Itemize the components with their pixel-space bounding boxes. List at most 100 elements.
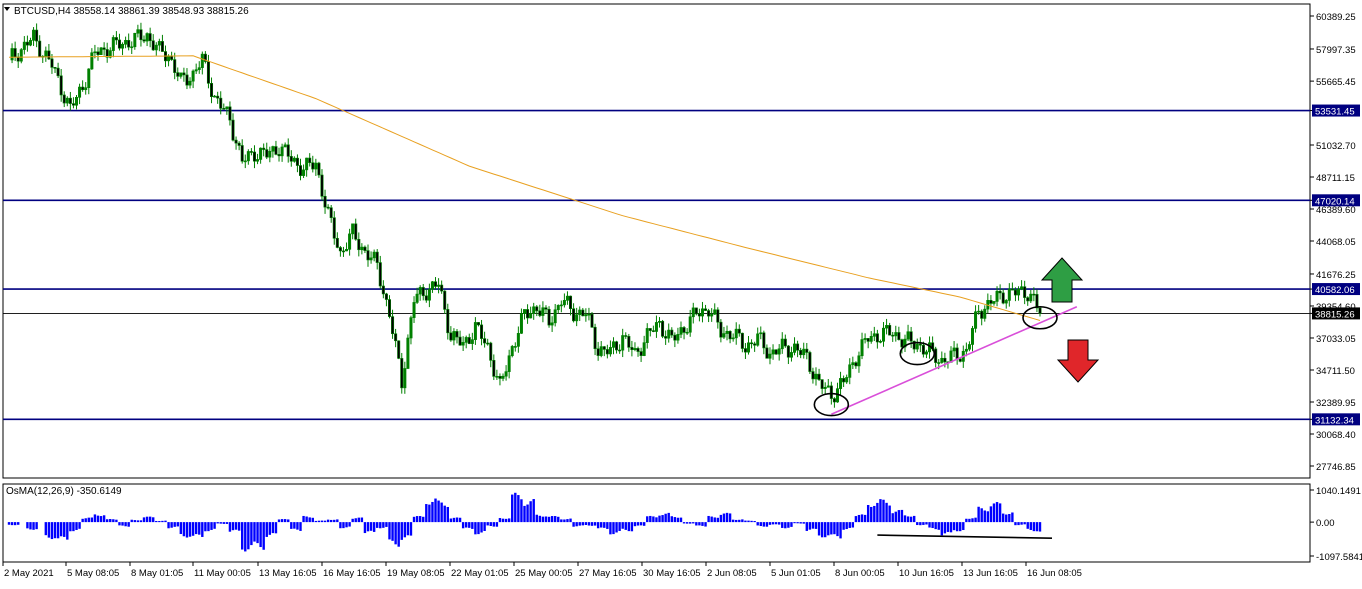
candle-body xyxy=(532,306,536,314)
osma-bar xyxy=(320,520,324,523)
candle-body xyxy=(716,309,720,323)
osma-bar xyxy=(299,522,302,531)
candle-body xyxy=(259,147,263,160)
candle-body xyxy=(811,371,815,380)
osma-bar xyxy=(372,522,376,532)
current-price-badge xyxy=(1312,307,1360,320)
osma-bar xyxy=(415,516,419,523)
divergence-line[interactable] xyxy=(877,534,1053,539)
candle-body xyxy=(777,348,781,355)
candle-body xyxy=(746,342,750,353)
candle-body xyxy=(915,343,919,350)
osma-bar xyxy=(498,518,502,523)
osma-bar xyxy=(716,517,720,523)
osma-bar xyxy=(109,519,112,523)
osma-bar xyxy=(940,522,944,536)
osma-bar xyxy=(464,522,468,528)
candle-body xyxy=(977,310,981,313)
osma-panel-border xyxy=(2,483,1311,563)
candle-body xyxy=(148,33,152,42)
candle-body xyxy=(869,336,873,342)
candle-body xyxy=(495,376,499,378)
candle-body xyxy=(648,328,652,331)
candle-body xyxy=(102,47,106,50)
support-trendline[interactable] xyxy=(831,305,1078,415)
candle-body xyxy=(424,295,428,301)
osma-bar xyxy=(642,522,646,526)
osma-bar xyxy=(523,505,526,523)
highlight-ellipse[interactable] xyxy=(1022,305,1058,330)
osma-bar xyxy=(409,522,413,536)
green-up-arrow-icon[interactable] xyxy=(1040,257,1084,303)
candle-body xyxy=(888,325,892,336)
osma-bar xyxy=(937,522,940,530)
highlight-ellipse[interactable] xyxy=(899,341,936,366)
osma-bar xyxy=(655,517,658,523)
osma-bar xyxy=(210,522,213,530)
candle-body xyxy=(480,324,484,339)
candle-body xyxy=(160,41,164,52)
candle-body xyxy=(44,50,48,57)
candle-body xyxy=(332,217,336,239)
osma-bar xyxy=(290,522,293,529)
osma-bar xyxy=(1023,522,1026,525)
candle-body xyxy=(289,156,293,162)
candle-body xyxy=(470,339,474,344)
osma-bar xyxy=(468,522,471,528)
osma-bar xyxy=(96,515,100,523)
moving-average-line[interactable] xyxy=(9,55,1041,321)
osma-bar xyxy=(434,498,437,523)
osma-bar xyxy=(339,522,342,529)
candle-body xyxy=(111,37,115,51)
osma-bar xyxy=(201,522,204,537)
osma-bar xyxy=(84,518,87,523)
red-down-arrow-icon[interactable] xyxy=(1056,339,1100,383)
level-price-badge xyxy=(1312,413,1360,426)
candle-body xyxy=(673,334,677,341)
level-price-label: 47020.14 xyxy=(1315,196,1355,207)
candle-body xyxy=(50,58,54,68)
candle-body xyxy=(882,327,886,342)
candle-body xyxy=(943,357,947,363)
osma-bar xyxy=(560,519,563,523)
candle-body xyxy=(572,308,576,322)
symbol-dropdown-icon[interactable] xyxy=(4,7,10,11)
candle-body xyxy=(458,336,462,346)
candle-body xyxy=(688,316,692,333)
candle-body xyxy=(891,334,895,337)
osma-bar xyxy=(29,522,32,530)
osma-bar xyxy=(974,517,977,523)
osma-bar xyxy=(93,514,97,523)
candle-body xyxy=(897,332,901,340)
osma-bar xyxy=(649,515,652,523)
candle-body xyxy=(145,33,149,42)
candle-body xyxy=(654,322,658,332)
candle-body xyxy=(252,151,256,162)
osma-bar xyxy=(673,517,677,523)
highlight-ellipse[interactable] xyxy=(813,392,850,417)
osma-bar xyxy=(633,522,637,527)
osma-bar xyxy=(262,522,265,550)
osma-bar xyxy=(480,522,483,533)
osma-bar xyxy=(698,522,701,526)
candle-body xyxy=(728,330,732,340)
osma-bar xyxy=(391,522,394,541)
candle-body xyxy=(437,284,441,287)
candle-body xyxy=(213,95,217,98)
osma-bar xyxy=(268,522,272,535)
candle-body xyxy=(124,39,128,45)
candle-body xyxy=(682,327,686,333)
candle-body xyxy=(357,238,361,251)
candle-body xyxy=(28,40,32,46)
time-axis-label: 5 May 08:05 xyxy=(67,568,119,579)
osma-bar xyxy=(161,520,164,523)
osma-bar xyxy=(793,522,796,524)
osma-bar xyxy=(535,514,538,523)
osma-bar xyxy=(326,519,330,523)
candle-body xyxy=(446,309,450,334)
candle-body xyxy=(602,346,606,350)
candle-body xyxy=(750,342,754,345)
osma-bar xyxy=(127,522,130,527)
